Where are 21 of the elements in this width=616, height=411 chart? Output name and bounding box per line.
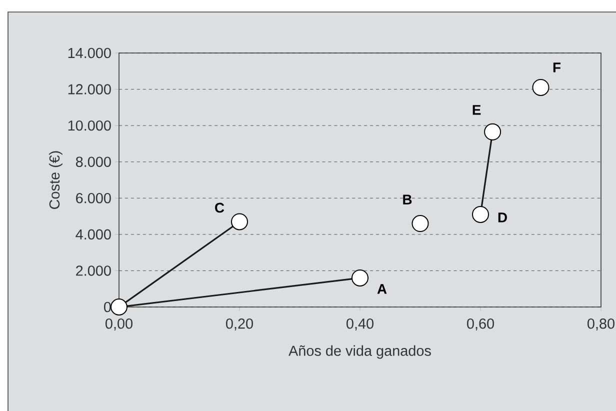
x-tick-label: 0,60 [467, 318, 494, 330]
x-tick-label: 0,80 [588, 318, 614, 330]
y-tick-label: 6.000 [76, 193, 111, 204]
y-axis-title: Coste (€) [48, 151, 62, 209]
annotation: A [377, 284, 387, 294]
x-tick-label: 0,00 [106, 318, 132, 330]
annotation: E [472, 105, 481, 115]
y-tick-label: 8.000 [76, 156, 111, 167]
y-tick-label: 4.000 [76, 229, 111, 240]
x-tick-label: 0,40 [346, 318, 374, 330]
annotation: C [215, 202, 224, 213]
y-tick-label: 12.000 [68, 84, 111, 94]
y-tick-label: 10.000 [68, 120, 111, 131]
x-tick-label: 0,20 [226, 318, 253, 330]
x-axis-title: Años de vida ganados [288, 345, 431, 359]
y-tick-label: 14.000 [68, 48, 111, 58]
annotation: B [403, 194, 412, 204]
annotation: D [498, 212, 507, 222]
y-tick-label: 0 [104, 302, 111, 312]
y-tick-label: 2.000 [76, 266, 111, 276]
annotation: F [553, 62, 561, 72]
